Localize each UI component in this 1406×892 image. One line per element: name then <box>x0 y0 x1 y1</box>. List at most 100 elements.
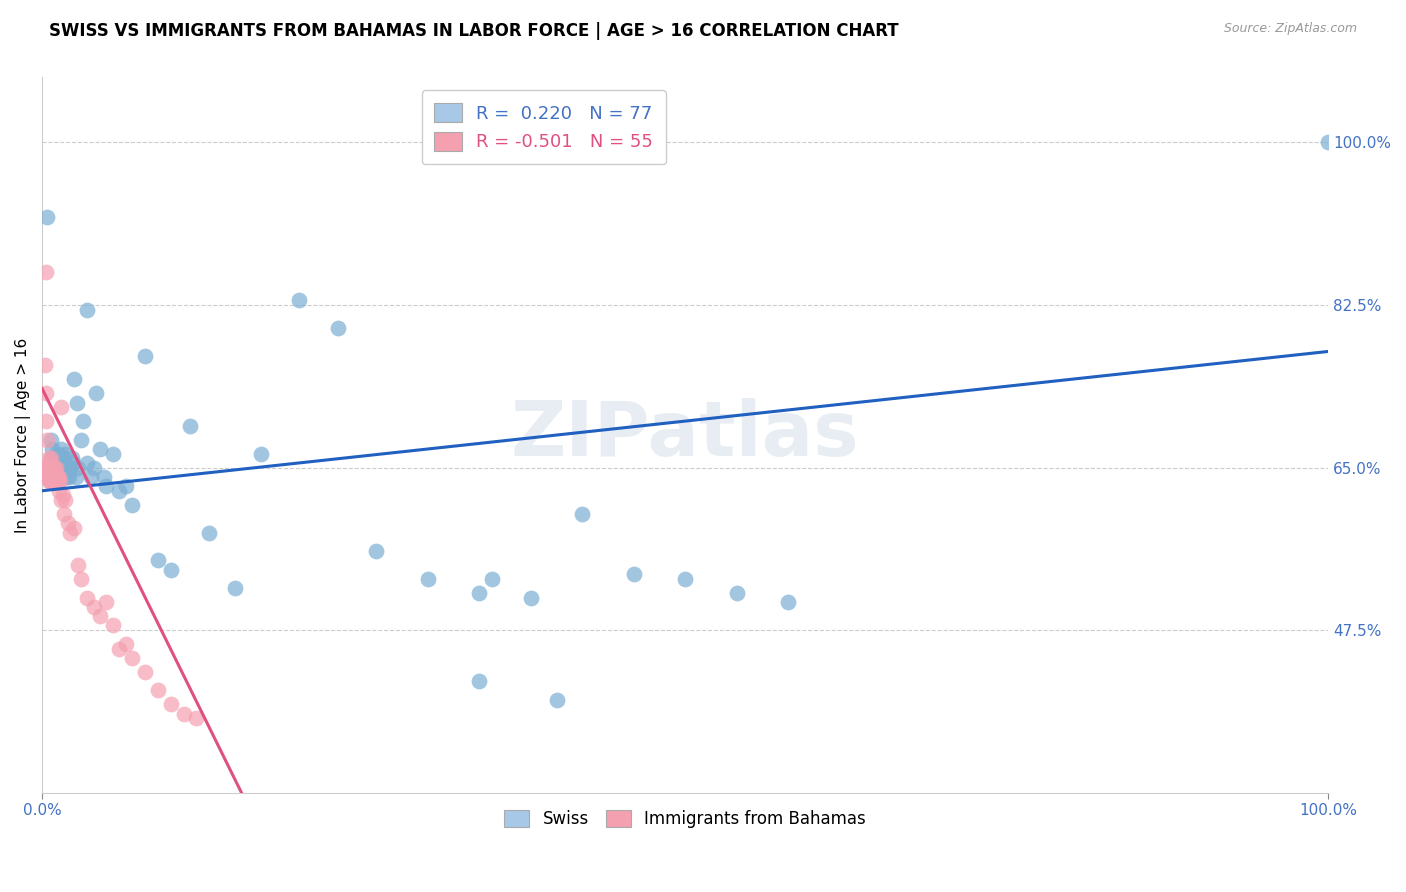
Point <box>38 456 60 470</box>
Point <box>35 460 58 475</box>
Point <box>37 433 59 447</box>
Point <box>1317 136 1340 150</box>
Point <box>37 210 59 224</box>
Point <box>114 479 136 493</box>
Point <box>53 493 76 508</box>
Point <box>52 451 75 466</box>
Point <box>69 433 91 447</box>
Point <box>468 586 491 600</box>
Point <box>39 470 62 484</box>
Point <box>146 553 169 567</box>
Point <box>49 451 72 466</box>
Point <box>69 572 91 586</box>
Point <box>114 637 136 651</box>
Point <box>76 302 98 317</box>
Point <box>51 442 73 456</box>
Point <box>725 586 748 600</box>
Point <box>44 470 66 484</box>
Point <box>45 460 67 475</box>
Legend: Swiss, Immigrants from Bahamas: Swiss, Immigrants from Bahamas <box>498 803 873 834</box>
Point <box>53 456 76 470</box>
Point <box>46 470 69 484</box>
Point <box>39 451 62 466</box>
Point <box>51 470 73 484</box>
Text: Source: ZipAtlas.com: Source: ZipAtlas.com <box>1223 22 1357 36</box>
Text: ZIPatlas: ZIPatlas <box>510 398 859 472</box>
Point <box>65 470 87 484</box>
Point <box>58 470 80 484</box>
Point <box>38 475 60 489</box>
Point <box>101 447 124 461</box>
Point <box>42 470 65 484</box>
Point <box>468 674 491 689</box>
Point <box>89 442 111 456</box>
Point <box>673 572 696 586</box>
Point <box>67 558 90 573</box>
Point <box>83 460 105 475</box>
Point <box>42 456 65 470</box>
Point <box>571 507 593 521</box>
Point <box>38 465 60 479</box>
Point <box>51 493 73 508</box>
Point <box>53 460 76 475</box>
Point <box>224 582 246 596</box>
Point <box>44 475 66 489</box>
Point <box>776 595 799 609</box>
Point <box>481 572 503 586</box>
Point <box>35 414 58 428</box>
Point <box>48 470 70 484</box>
Point <box>198 525 221 540</box>
Point <box>41 442 63 456</box>
Point <box>108 483 131 498</box>
Text: SWISS VS IMMIGRANTS FROM BAHAMAS IN LABOR FORCE | AGE > 16 CORRELATION CHART: SWISS VS IMMIGRANTS FROM BAHAMAS IN LABO… <box>49 22 898 40</box>
Point <box>37 470 59 484</box>
Point <box>48 460 70 475</box>
Point <box>38 465 60 479</box>
Point <box>49 465 72 479</box>
Point <box>41 465 63 479</box>
Point <box>44 460 66 475</box>
Point <box>56 460 79 475</box>
Point <box>173 706 195 721</box>
Point <box>416 572 439 586</box>
Point <box>66 395 89 409</box>
Point <box>38 451 60 466</box>
Point <box>45 460 67 475</box>
Point <box>37 460 59 475</box>
Point <box>48 470 70 484</box>
Point <box>45 470 67 484</box>
Point <box>59 460 82 475</box>
Point <box>38 460 60 475</box>
Point <box>55 470 77 484</box>
Point <box>38 475 60 489</box>
Point <box>39 460 62 475</box>
Point <box>63 372 86 386</box>
Point <box>108 641 131 656</box>
Point <box>48 447 70 461</box>
Point <box>34 470 56 484</box>
Point <box>288 293 311 308</box>
Point <box>59 525 82 540</box>
Point <box>46 475 69 489</box>
Point <box>35 386 58 401</box>
Point <box>41 456 63 470</box>
Point <box>84 386 107 401</box>
Point <box>159 563 181 577</box>
Point <box>96 595 118 609</box>
Point <box>41 475 63 489</box>
Point <box>52 488 75 502</box>
Point <box>63 521 86 535</box>
Point <box>134 349 156 363</box>
Point <box>53 447 76 461</box>
Point <box>46 451 69 466</box>
Point <box>96 479 118 493</box>
Point <box>42 460 65 475</box>
Point <box>121 498 143 512</box>
Point <box>45 470 67 484</box>
Point <box>51 460 73 475</box>
Point <box>249 447 271 461</box>
Point <box>49 475 72 489</box>
Point <box>159 698 181 712</box>
Point <box>60 451 83 466</box>
Point <box>51 400 73 414</box>
